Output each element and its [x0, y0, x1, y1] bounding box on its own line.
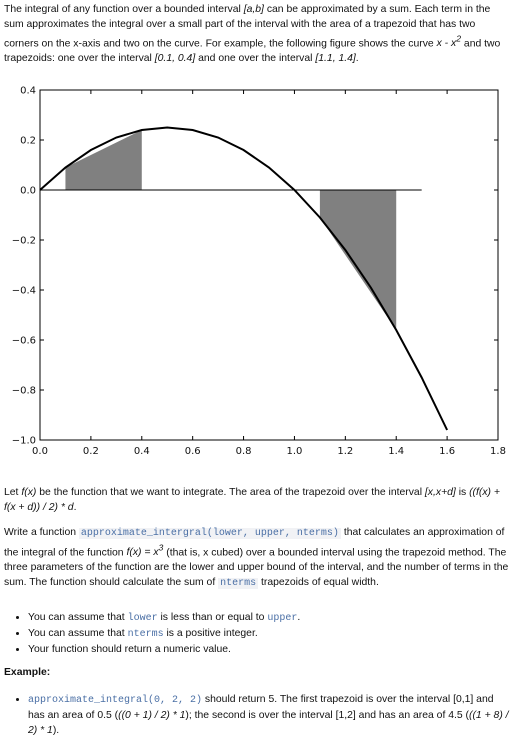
y-tick-label: −0.2 — [12, 236, 36, 247]
trapezoid — [65, 130, 142, 190]
y-tick-label: −1.0 — [12, 436, 36, 447]
x-tick-label: 0.2 — [83, 446, 99, 457]
trapezoid-area-paragraph: Let f(x) be the function that we want to… — [4, 487, 500, 513]
interval-1: [0.1, 0.4] — [154, 53, 196, 65]
example-list: approximate_integral(0, 2, 2) should ret… — [4, 692, 510, 738]
interval-2: [1.1, 1.4] — [315, 53, 356, 65]
y-tick-label: 0.2 — [20, 136, 36, 147]
x-tick-label: 1.8 — [490, 446, 506, 457]
nterms-code: nterms — [218, 578, 259, 590]
trapezoid-chart: 0.0 0.2 0.4 0.6 0.8 1.0 1.2 1.4 1.6 1.80.40.20.0−… — [12, 86, 506, 458]
example-heading: Example: — [4, 667, 51, 678]
y-tick-label: 0.0 — [20, 186, 36, 197]
x-tick-label: 0.4 — [134, 446, 150, 457]
y-tick-label: −0.6 — [12, 336, 36, 347]
x-tick-label: 1.6 — [439, 446, 455, 457]
y-tick-label: −0.4 — [12, 286, 36, 297]
list-item: Your function should return a numeric va… — [28, 642, 510, 657]
x-tick-label: 0.0 — [32, 446, 48, 457]
trapezoid-area-formula: ((f(x) + f(x + d)) / 2) * d — [4, 487, 500, 513]
y-tick-label: −0.8 — [12, 386, 36, 397]
task-paragraph: Write a function approximate_intergral(l… — [4, 527, 509, 590]
plot-frame — [39, 89, 499, 441]
function-signature: approximate_intergral(lower, upper, nter… — [78, 528, 341, 539]
x-tick-label: 1.4 — [388, 446, 404, 457]
x-tick-label: 1.2 — [337, 446, 353, 457]
curve-line — [39, 126, 449, 431]
x-tick-label: 1.0 — [286, 446, 302, 457]
example-call: approximate_integral(0, 2, 2) — [28, 695, 203, 706]
list-item: approximate_integral(0, 2, 2) should ret… — [28, 692, 510, 738]
cube-function: f(x) = x3 — [126, 543, 164, 559]
assumptions-list: You can assume that lower is less than o… — [4, 610, 510, 657]
list-item: You can assume that lower is less than o… — [28, 610, 510, 626]
trapezoid — [319, 190, 397, 330]
list-item: You can assume that nterms is a positive… — [28, 626, 510, 642]
interval-ab: [a,b] — [243, 4, 264, 15]
x-tick-label: 0.8 — [236, 446, 252, 457]
x-tick-label: 0.6 — [185, 446, 201, 457]
y-tick-label: 0.4 — [20, 86, 36, 97]
intro-paragraph: The integral of any function over a boun… — [4, 4, 501, 65]
curve-formula: x - x2 — [436, 34, 462, 50]
